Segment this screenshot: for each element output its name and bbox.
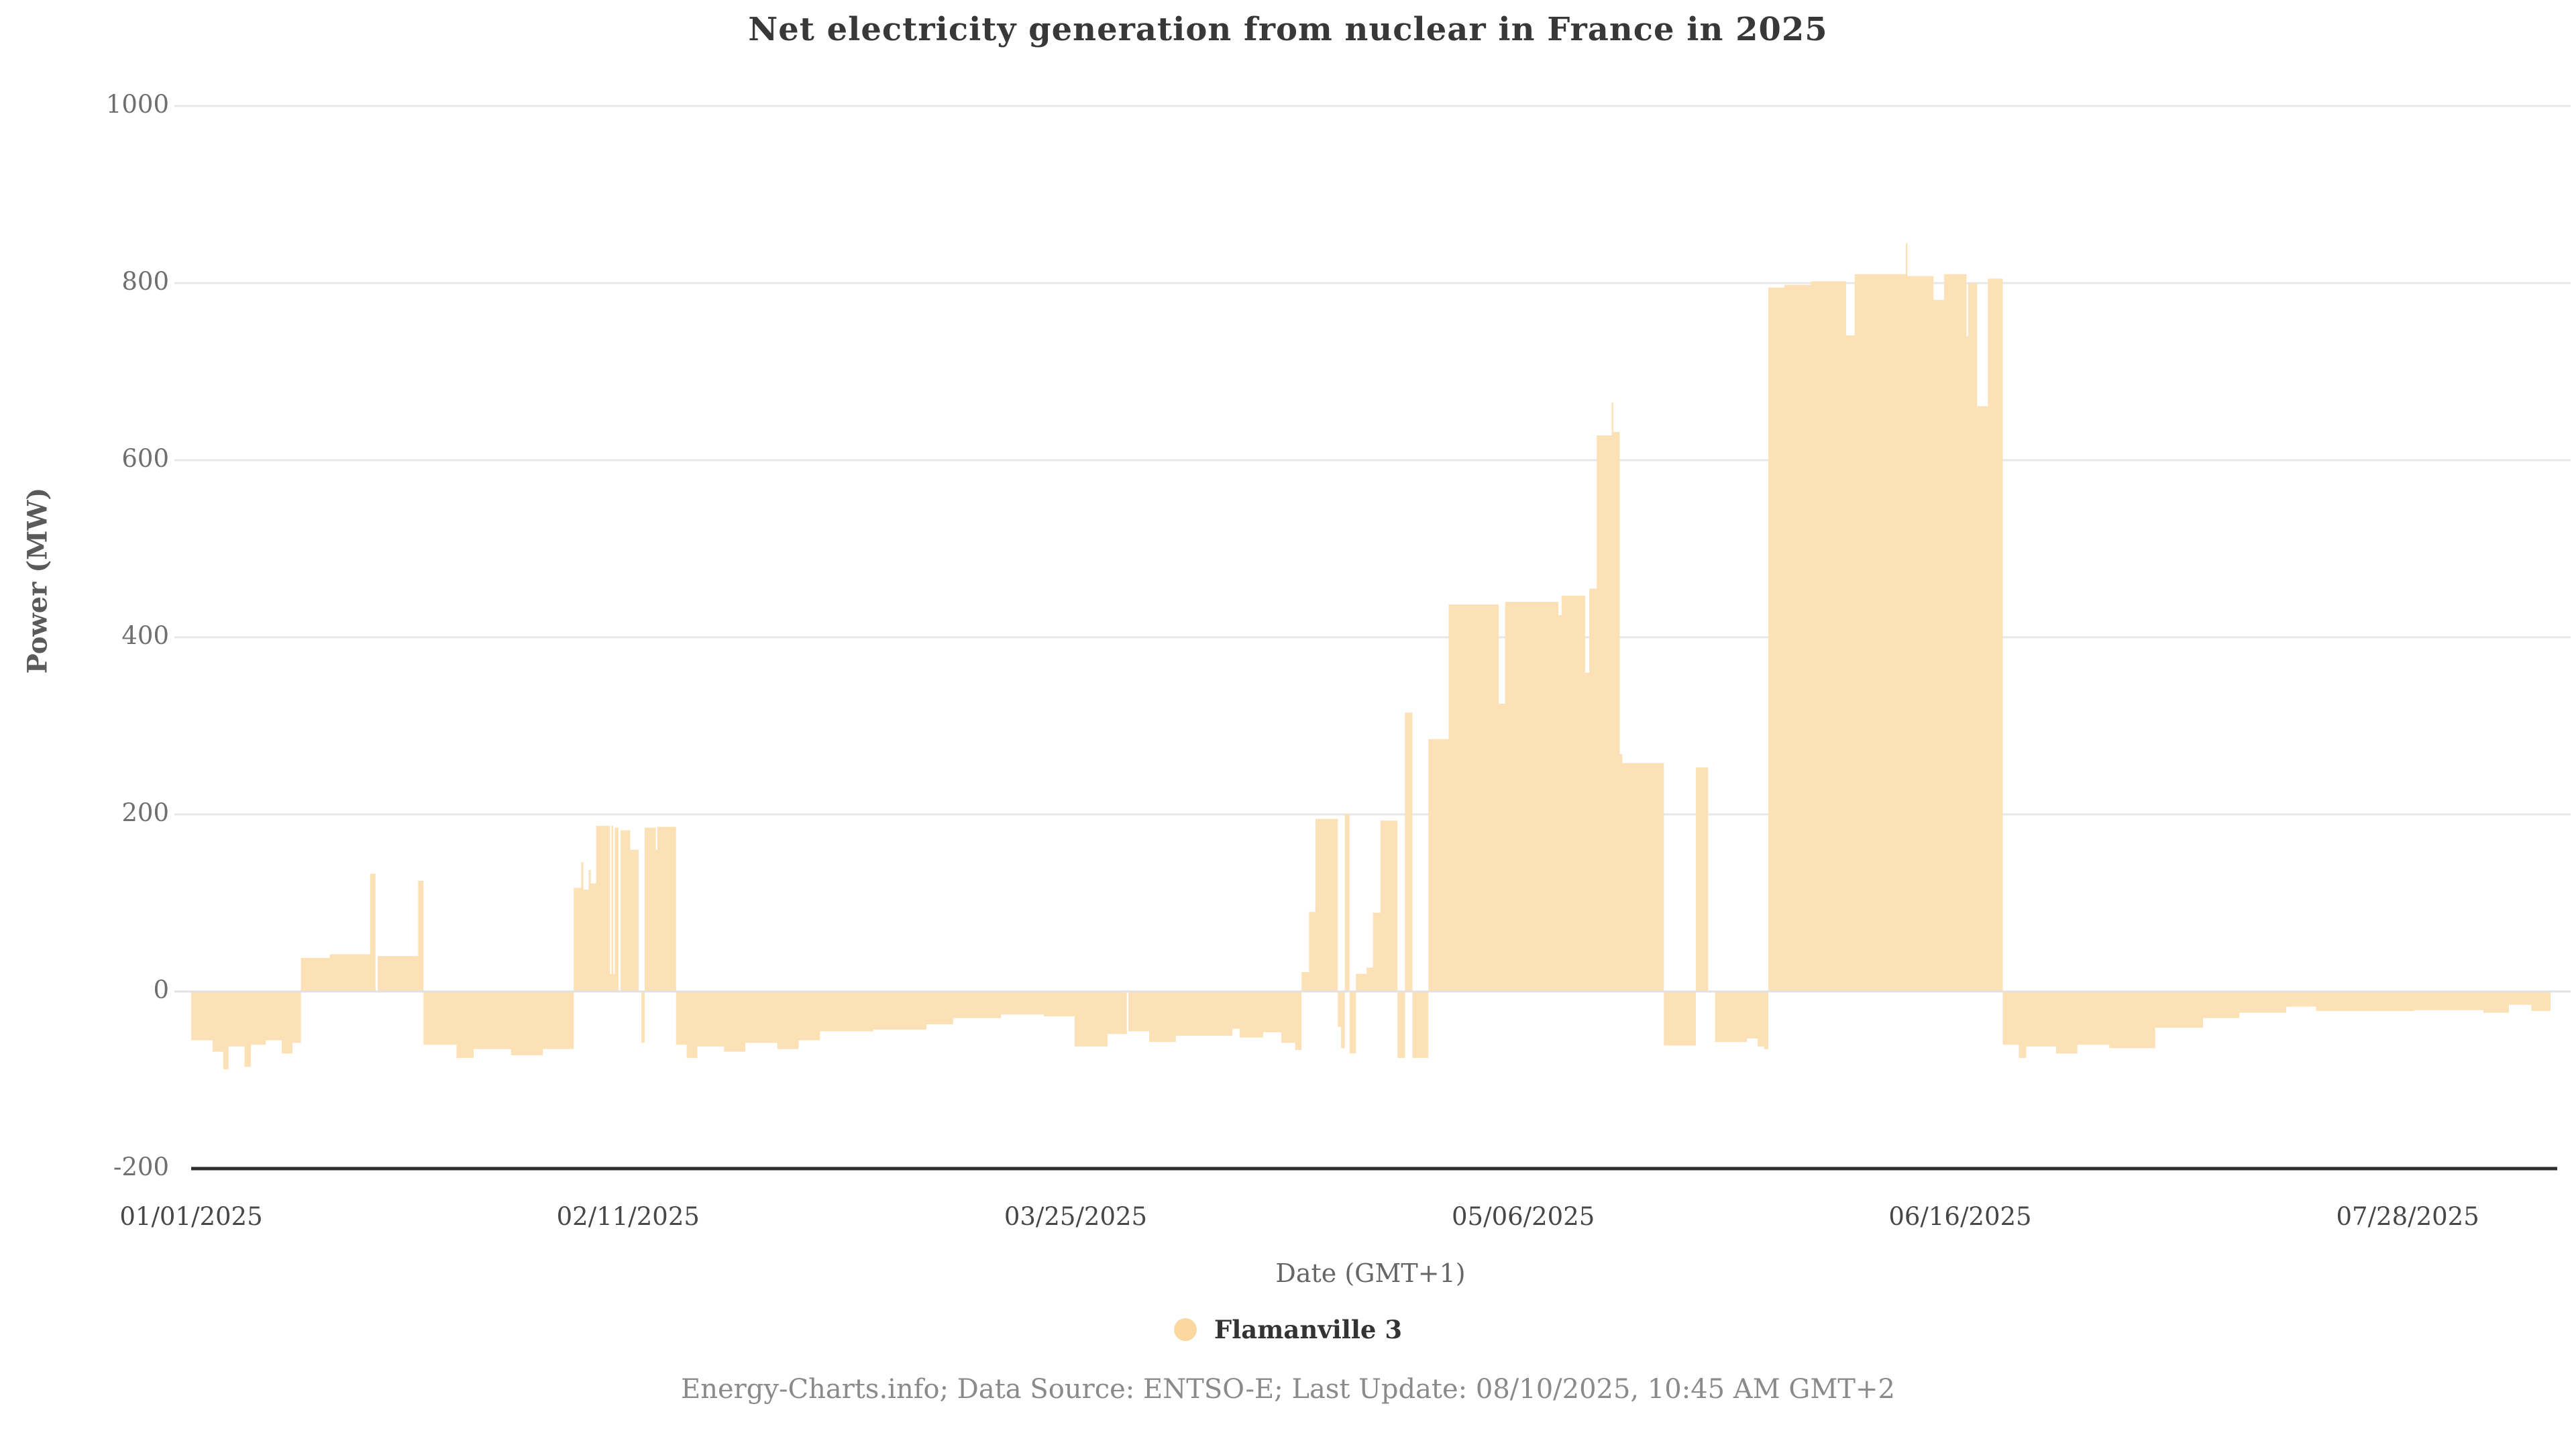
x-tick-label-01/01/2025: 01/01/2025 [119, 1202, 263, 1231]
footer-attribution: Energy-Charts.info; Data Source: ENTSO-E… [681, 1374, 1895, 1405]
legend-series-label[interactable]: Flamanville 3 [1214, 1315, 1403, 1344]
chart-title: Net electricity generation from nuclear … [748, 11, 1828, 48]
y-tick-label-200: 200 [121, 798, 169, 827]
legend: Flamanville 3 [0, 1315, 2576, 1344]
x-tick-label-02/11/2025: 02/11/2025 [556, 1202, 700, 1231]
y-tick-label--200: -200 [113, 1152, 169, 1181]
y-tick-label-600: 600 [121, 444, 169, 473]
y-tick-label-0: 0 [153, 975, 169, 1004]
y-axis-title: Power (MW) [21, 487, 54, 674]
x-tick-label-07/28/2025: 07/28/2025 [2336, 1202, 2479, 1231]
x-axis-title: Date (GMT+1) [1275, 1258, 1466, 1288]
x-tick-label-05/06/2025: 05/06/2025 [1452, 1202, 1595, 1231]
legend-series-dot-icon[interactable] [1173, 1318, 1197, 1341]
series-area-flamanville-3[interactable] [191, 243, 2551, 1070]
y-tick-label-800: 800 [121, 267, 169, 296]
x-tick-label-06/16/2025: 06/16/2025 [1888, 1202, 2032, 1231]
y-tick-label-400: 400 [121, 621, 169, 650]
x-tick-label-03/25/2025: 03/25/2025 [1004, 1202, 1148, 1231]
y-tick-label-1000: 1000 [105, 90, 169, 119]
